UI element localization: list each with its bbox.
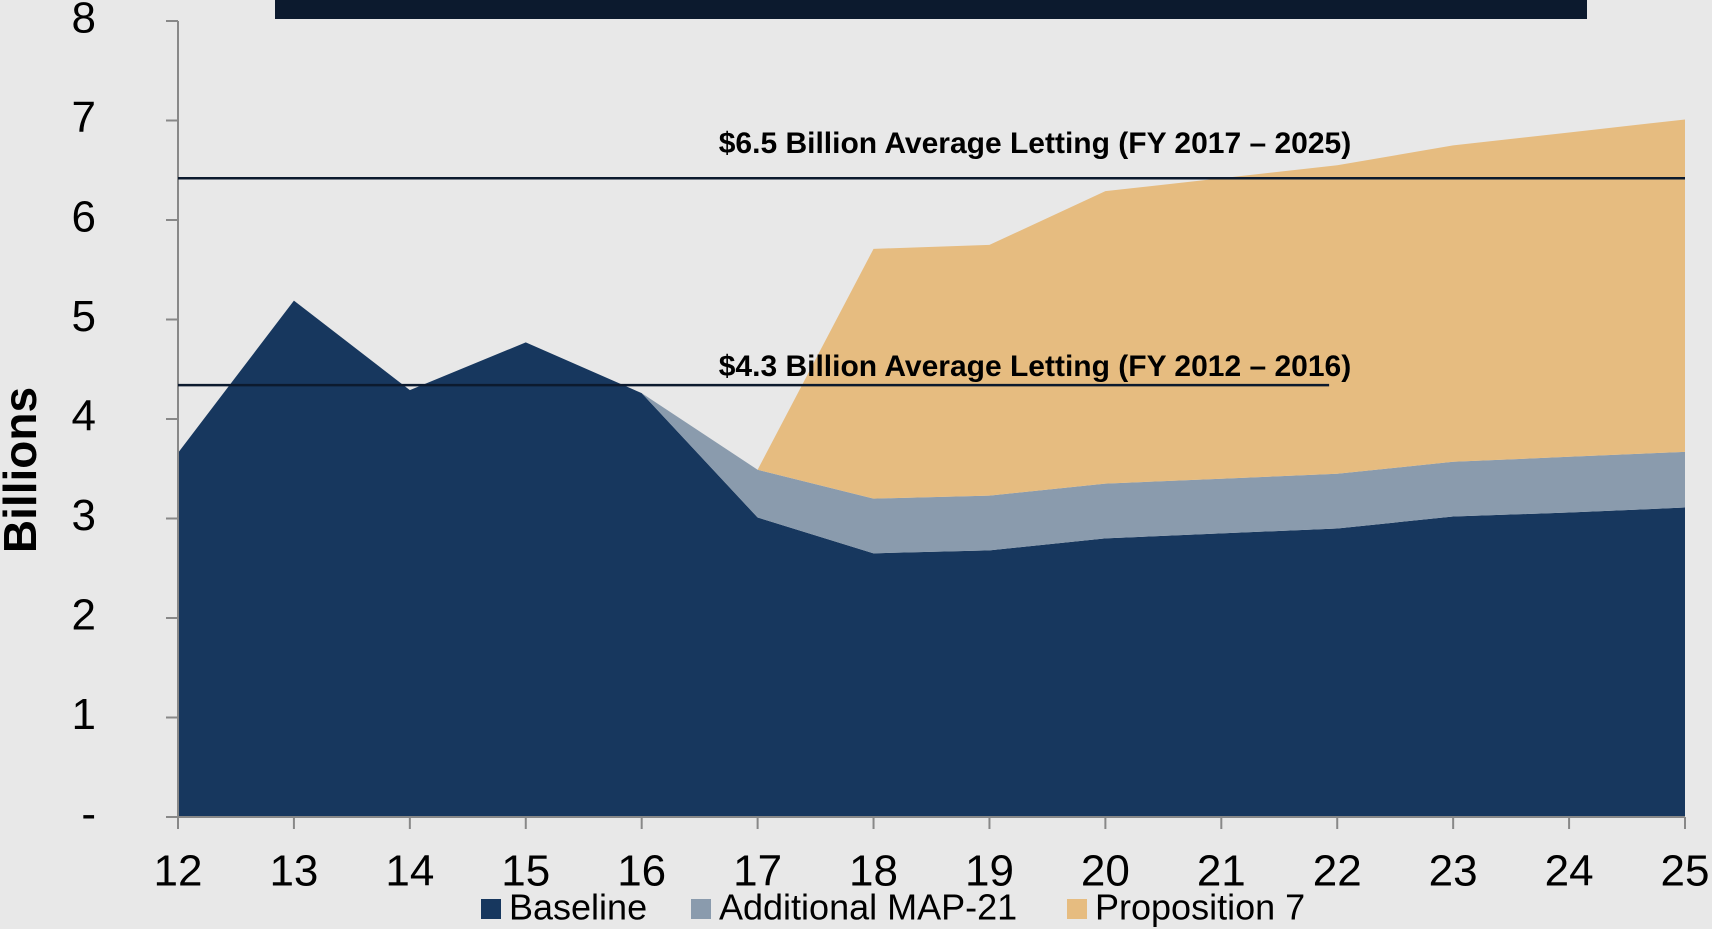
x-tick-label: 20 (1081, 847, 1130, 896)
x-tick-label: 13 (269, 847, 318, 896)
legend-label: Baseline (509, 887, 647, 928)
y-tick-label: - (81, 790, 96, 839)
y-tick-label: 8 (72, 0, 96, 43)
x-tick-label: 12 (154, 847, 203, 896)
x-tick-label: 23 (1429, 847, 1478, 896)
x-tick-label: 16 (617, 847, 666, 896)
legend-label: Additional MAP-21 (719, 887, 1017, 928)
legend-swatch (481, 899, 501, 919)
legend-label: Proposition 7 (1095, 887, 1305, 928)
annotation: $6.5 Billion Average Letting (FY 2017 – … (719, 127, 1351, 160)
area (178, 300, 1685, 554)
x-tick-label: 19 (965, 847, 1014, 896)
x-tick-label: 15 (501, 847, 550, 896)
x-tick-label: 24 (1545, 847, 1594, 896)
y-tick-label: 2 (72, 591, 96, 640)
x-tick-label: 21 (1197, 847, 1246, 896)
y-tick-label: 6 (72, 193, 96, 242)
y-axis-label: Billions (0, 387, 46, 553)
x-tick-label: 14 (385, 847, 434, 896)
y-tick-label: 1 (72, 690, 96, 739)
x-tick-label: 25 (1661, 847, 1710, 896)
x-tick-label: 17 (733, 847, 782, 896)
x-tick-label: 18 (849, 847, 898, 896)
legend-swatch (691, 899, 711, 919)
y-tick-label: 3 (72, 491, 96, 540)
annotation: $4.3 Billion Average Letting (FY 2012 – … (719, 350, 1351, 383)
title-bar (275, 0, 1587, 19)
y-tick-label: 5 (72, 292, 96, 341)
y-tick-label: 4 (72, 392, 96, 441)
y-tick-label: 7 (72, 93, 96, 142)
legend-swatch (1067, 899, 1087, 919)
area (178, 300, 1685, 818)
area (178, 119, 1685, 499)
x-tick-label: 22 (1313, 847, 1362, 896)
